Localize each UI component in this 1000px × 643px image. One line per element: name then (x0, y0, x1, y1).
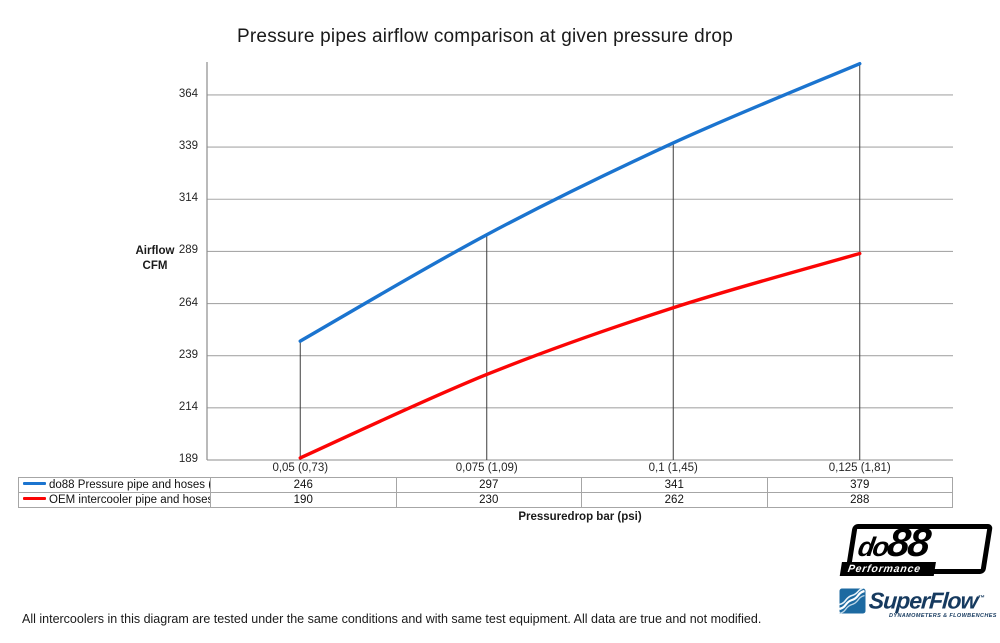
superflow-trademark: ™ (977, 595, 985, 602)
series-value-cell: 246 (210, 477, 397, 493)
series-value-cell: 288 (766, 492, 953, 508)
superflow-waves-icon (839, 588, 866, 614)
y-tick-label: 364 (178, 87, 198, 100)
superflow-text-column: SuperFlow™ DYNAMOMETERS & FLOWBENCHES (868, 587, 998, 619)
y-tick-label: 314 (178, 192, 198, 205)
x-tick-label: 0,1 (1,45) (648, 462, 698, 474)
series-value-cell: 230 (395, 492, 582, 508)
series-value-cell: 379 (766, 477, 953, 493)
x-axis-label: Pressuredrop bar (psi) (518, 511, 642, 523)
y-axis-label: Airflow CFM (131, 244, 179, 274)
legend-key-line (23, 482, 46, 486)
do88-logo: do88 Performance (839, 521, 993, 576)
table-row: OEM intercooler pipe and hoses 190 230 262 2… (18, 492, 953, 508)
do88-logo-tagline: Performance (839, 562, 936, 576)
series-name: OEM intercooler pipe and hoses (49, 494, 211, 506)
series-label-cell: OEM intercooler pipe and hoses (18, 492, 211, 508)
footer-disclaimer: All intercoolers in this diagram are tes… (22, 612, 762, 626)
y-axis-label-line2: CFM (142, 260, 168, 272)
series-value-cell: 190 (210, 492, 397, 508)
table-row: do88 Pressure pipe and hoses (PP-03)2462… (18, 477, 953, 493)
y-tick-label: 264 (178, 296, 198, 309)
legend-key-line (23, 497, 46, 501)
series-line (298, 251, 862, 460)
superflow-name-text: SuperFlow (868, 587, 979, 614)
series-line (298, 61, 862, 343)
chart-title: Pressure pipes airflow comparison at giv… (237, 26, 733, 47)
series-value-cell: 297 (395, 477, 582, 493)
series-name: do88 Pressure pipe and hoses (PP-03) (49, 479, 210, 491)
series-label-cell: do88 Pressure pipe and hoses (PP-03) (18, 477, 211, 493)
x-tick-label: 0,075 (1,09) (455, 462, 518, 474)
x-tick-label: 0,05 (0,73) (272, 462, 329, 474)
x-tick-label: 0,125 (1,81) (828, 462, 891, 474)
do88-logo-text: do88 (855, 521, 932, 566)
superflow-logo: SuperFlow™ DYNAMOMETERS & FLOWBENCHES (838, 588, 997, 619)
do88-logo-digits: 88 (884, 521, 932, 565)
superflow-logo-tagline: DYNAMOMETERS & FLOWBENCHES (889, 612, 997, 619)
series-value-cell: 262 (581, 492, 768, 508)
y-tick-label: 214 (178, 400, 198, 413)
superflow-logo-name: SuperFlow™ (868, 587, 998, 614)
y-tick-label: 239 (178, 348, 198, 361)
series-value-cell: 341 (581, 477, 768, 493)
y-tick-label: 339 (178, 140, 198, 153)
data-table: do88 Pressure pipe and hoses (PP-03)2462… (18, 477, 953, 508)
y-tick-label: 189 (178, 453, 198, 465)
y-tick-label: 289 (178, 244, 198, 257)
y-axis-label-line1: Airflow (135, 245, 175, 257)
